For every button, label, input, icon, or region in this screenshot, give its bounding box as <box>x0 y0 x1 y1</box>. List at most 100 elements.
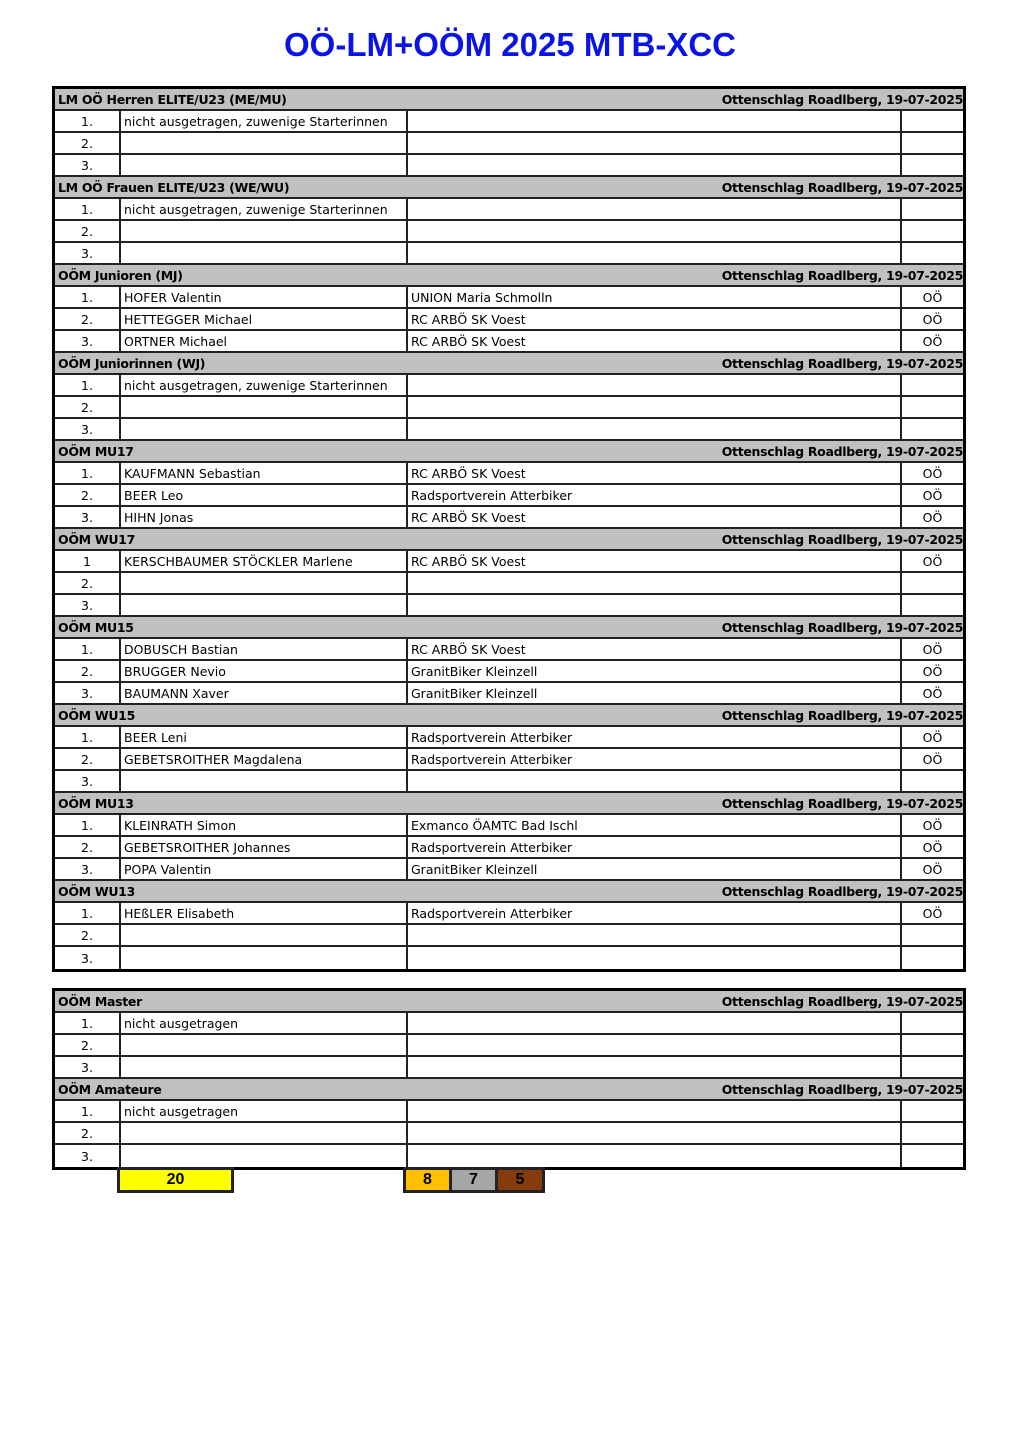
state-cell <box>902 1013 963 1033</box>
result-row: 1. KAUFMANN Sebastian RC ARBÖ SK Voest OÖ <box>55 463 963 485</box>
state-cell <box>902 133 963 153</box>
club-cell: Radsportverein Atterbiker <box>408 485 902 505</box>
state-cell: OÖ <box>922 465 943 481</box>
rider-name-cell <box>121 419 408 439</box>
rider-name-cell: GEBETSROITHER Johannes <box>121 837 408 857</box>
rider-name-cell: nicht ausgetragen <box>121 1101 408 1121</box>
rider-name-cell: BEER Leni <box>121 727 408 747</box>
club-cell <box>408 925 902 945</box>
result-row: 1. nicht ausgetragen, zuwenige Starterinn… <box>55 375 963 397</box>
result-row: 3. BAUMANN Xaver GranitBiker Kleinzell OÖ <box>55 683 963 705</box>
club-cell: Radsportverein Atterbiker <box>408 837 902 857</box>
result-row: 3. <box>55 419 963 441</box>
club-cell <box>408 1101 902 1121</box>
rider-name-cell <box>121 221 408 241</box>
gold-count: 8 <box>403 1167 452 1193</box>
state-cell <box>902 375 963 395</box>
club-cell <box>408 419 902 439</box>
state-cell: OÖ <box>922 685 943 701</box>
result-row: 1. HEßLER Elisabeth Radsportverein Atterbi… <box>55 903 963 925</box>
total-count: 20 <box>117 1167 234 1193</box>
race-location-date: Ottenschlag Roadlberg, 19-07-2025 <box>721 531 964 547</box>
rider-name-cell <box>121 133 408 153</box>
club-cell: RC ARBÖ SK Voest <box>408 309 902 329</box>
category-title: OÖM WU17 <box>58 531 135 547</box>
result-row: 1 KERSCHBAUMER STÖCKLER Marlene RC ARBÖ SK… <box>55 551 963 573</box>
race-location-date: Ottenschlag Roadlberg, 19-07-2025 <box>721 707 964 723</box>
rank-cell: 1. <box>55 903 121 923</box>
state-cell <box>902 947 963 969</box>
result-row: 2. HETTEGGER Michael RC ARBÖ SK Voest OÖ <box>55 309 963 331</box>
rider-name-cell <box>121 1145 408 1167</box>
result-row: 2. <box>55 925 963 947</box>
club-cell <box>408 595 902 615</box>
club-cell <box>408 221 902 241</box>
bronze-count: 5 <box>495 1167 545 1193</box>
rank-cell: 2. <box>55 133 121 153</box>
rider-name-cell: HEßLER Elisabeth <box>121 903 408 923</box>
result-row: 1. DOBUSCH Bastian RC ARBÖ SK Voest OÖ <box>55 639 963 661</box>
rank-cell: 2. <box>55 221 121 241</box>
state-cell: OÖ <box>922 905 943 921</box>
result-row: 2. BEER Leo Radsportverein Atterbiker OÖ <box>55 485 963 507</box>
rider-name-cell: nicht ausgetragen <box>121 1013 408 1033</box>
category-title: OÖM Juniorinnen (WJ) <box>58 355 206 371</box>
category-header: OÖM WU15 Ottenschlag Roadlberg, 19-07-202… <box>55 705 963 727</box>
result-row: 3. HIHN Jonas RC ARBÖ SK Voest OÖ <box>55 507 963 529</box>
state-cell: OÖ <box>922 509 943 525</box>
state-cell: OÖ <box>922 817 943 833</box>
club-cell: Exmanco ÖAMTC Bad Ischl <box>408 815 902 835</box>
club-cell <box>408 111 902 131</box>
rider-name-cell: BEER Leo <box>121 485 408 505</box>
category-header: OÖM MU17 Ottenschlag Roadlberg, 19-07-202… <box>55 441 963 463</box>
club-cell <box>408 947 902 969</box>
state-cell <box>902 1057 963 1077</box>
rider-name-cell: KERSCHBAUMER STÖCKLER Marlene <box>121 551 408 571</box>
race-location-date: Ottenschlag Roadlberg, 19-07-2025 <box>721 267 964 283</box>
club-cell: GranitBiker Kleinzell <box>408 859 902 879</box>
result-row: 3. <box>55 1145 963 1167</box>
rank-cell: 1. <box>55 1101 121 1121</box>
rider-name-cell <box>121 243 408 263</box>
state-cell <box>902 1035 963 1055</box>
result-row: 3. <box>55 243 963 265</box>
state-cell: OÖ <box>922 553 943 569</box>
club-cell: GranitBiker Kleinzell <box>408 683 902 703</box>
rider-name-cell <box>121 925 408 945</box>
state-cell: OÖ <box>922 751 943 767</box>
state-cell <box>902 243 963 263</box>
club-cell <box>408 1035 902 1055</box>
rank-cell: 1. <box>55 1013 121 1033</box>
rider-name-cell: HETTEGGER Michael <box>121 309 408 329</box>
club-cell: RC ARBÖ SK Voest <box>408 551 902 571</box>
result-row: 2. GEBETSROITHER Magdalena Radsportverein … <box>55 749 963 771</box>
club-cell <box>408 771 902 791</box>
race-location-date: Ottenschlag Roadlberg, 19-07-2025 <box>721 619 964 635</box>
category-header: OÖM Amateure Ottenschlag Roadlberg, 19-07… <box>55 1079 963 1101</box>
club-cell: Radsportverein Atterbiker <box>408 903 902 923</box>
club-cell <box>408 1057 902 1077</box>
state-cell <box>902 1145 963 1167</box>
club-cell: RC ARBÖ SK Voest <box>408 463 902 483</box>
state-cell: OÖ <box>922 311 943 327</box>
result-row: 2. GEBETSROITHER Johannes Radsportverein A… <box>55 837 963 859</box>
result-row: 3. <box>55 771 963 793</box>
rider-name-cell <box>121 573 408 593</box>
race-location-date: Ottenschlag Roadlberg, 19-07-2025 <box>721 883 964 899</box>
race-location-date: Ottenschlag Roadlberg, 19-07-2025 <box>721 795 964 811</box>
rider-name-cell: DOBUSCH Bastian <box>121 639 408 659</box>
rank-cell: 3. <box>55 331 121 351</box>
result-row: 3. <box>55 947 963 969</box>
state-cell <box>902 221 963 241</box>
state-cell <box>902 1101 963 1121</box>
rider-name-cell <box>121 1057 408 1077</box>
club-cell <box>408 1123 902 1143</box>
club-cell <box>408 243 902 263</box>
state-cell: OÖ <box>922 333 943 349</box>
club-cell <box>408 1013 902 1033</box>
club-cell: Radsportverein Atterbiker <box>408 727 902 747</box>
club-cell: RC ARBÖ SK Voest <box>408 507 902 527</box>
category-header: OÖM Master Ottenschlag Roadlberg, 19-07-2… <box>55 991 963 1013</box>
rider-name-cell: ORTNER Michael <box>121 331 408 351</box>
category-title: LM OÖ Herren ELITE/U23 (ME/MU) <box>58 91 287 107</box>
